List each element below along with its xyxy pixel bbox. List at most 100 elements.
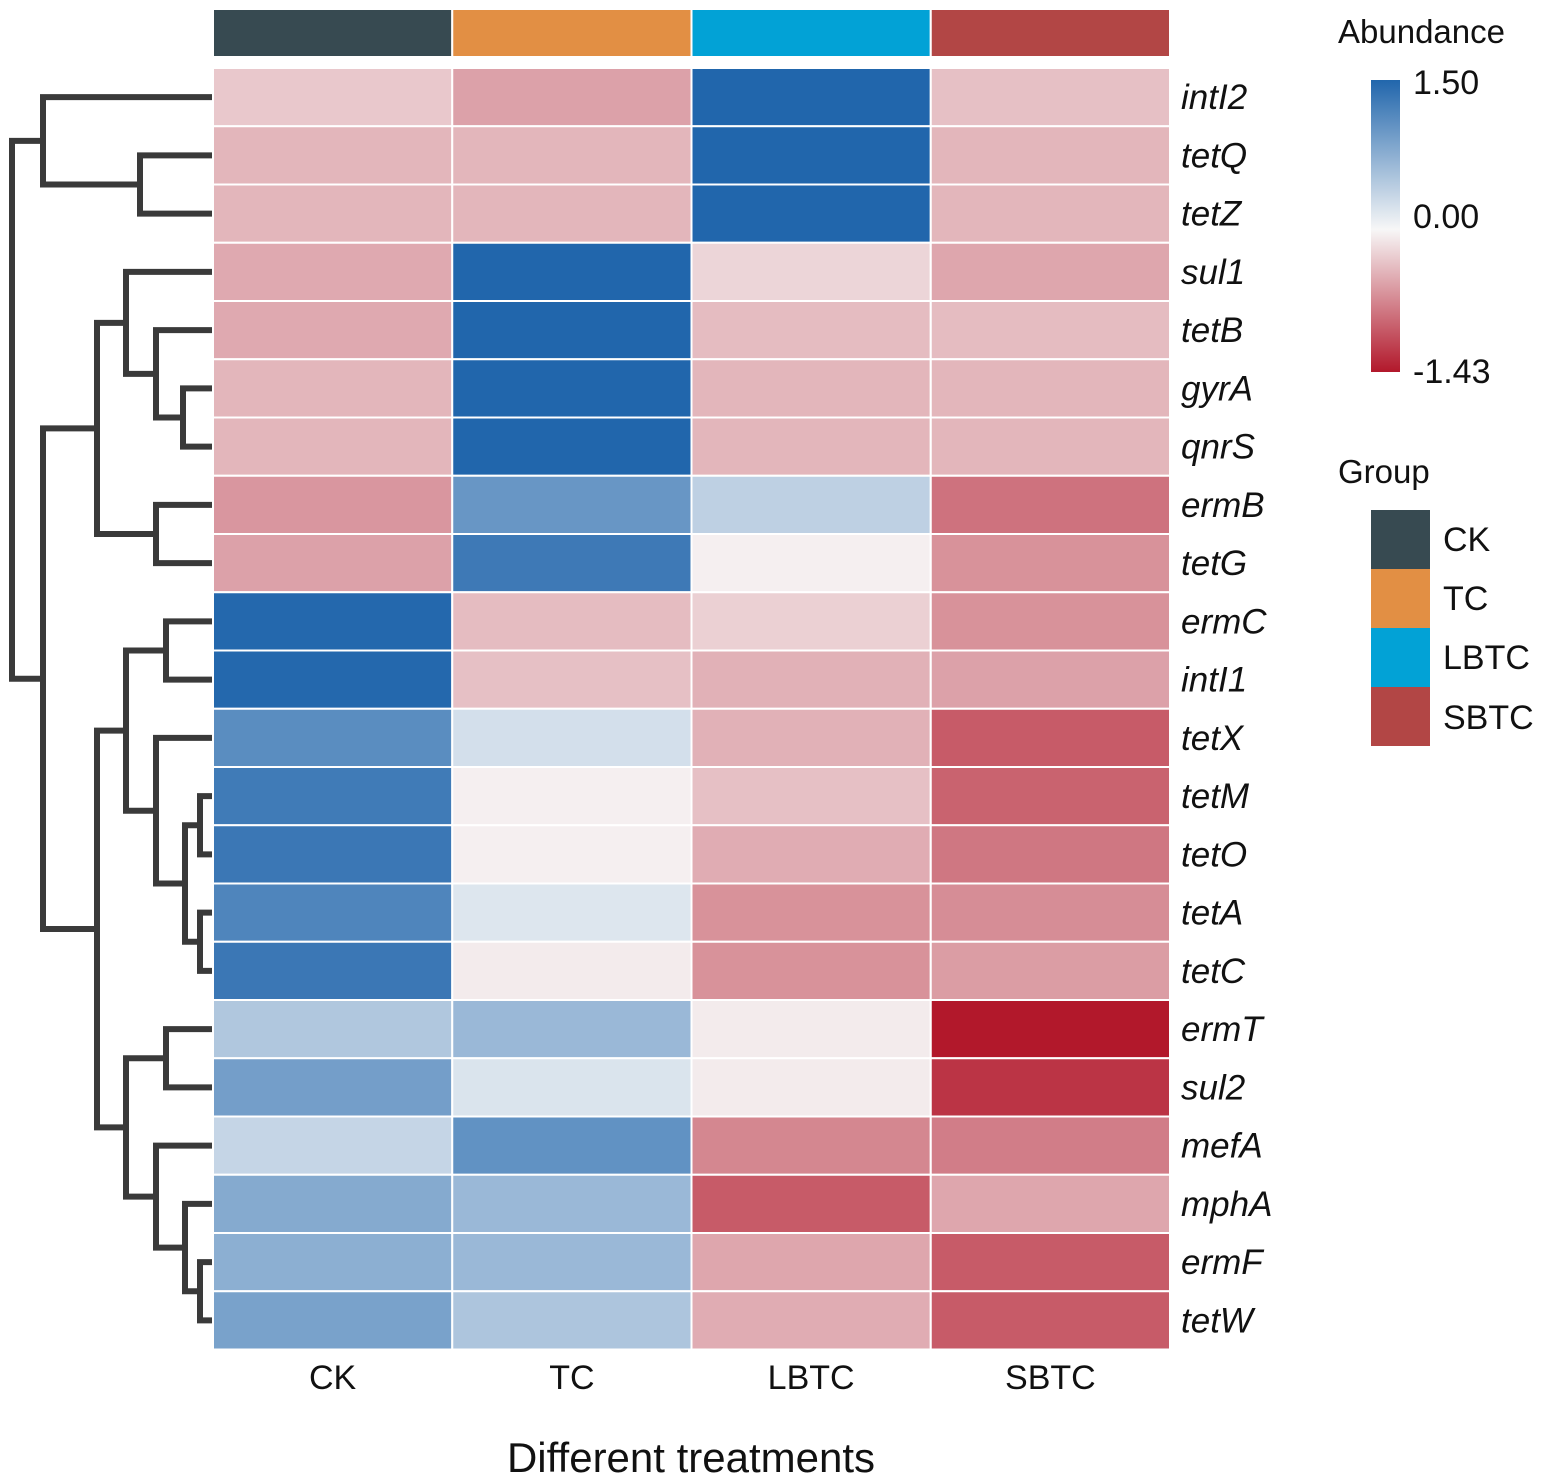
group-label-tc: TC [1443,580,1488,618]
heatmap-cell-teta-tc [451,882,693,943]
heatmap-cell-ermc-tc [451,591,693,652]
group-swatch-tc [1371,569,1430,628]
group-bar-lbtc [690,8,932,58]
dendrogram-branch-7 [163,618,214,683]
group-swatch-lbtc [1371,628,1430,687]
heatmap-cell-ermf-sbtc [929,1232,1171,1293]
heatmap-cell-ermf-ck [212,1232,454,1293]
heatmap-cell-tetc-ck [212,940,454,1001]
heatmap-cell-tetz-tc [451,183,693,244]
heatmap-cell-ermt-ck [212,999,454,1060]
row-label-tetx: tetX [1181,719,1245,758]
heatmap-cell-tetq-ck [212,125,454,186]
abundance-legend-title: Abundance [1338,13,1505,50]
heatmap-cell-tetw-sbtc [929,1290,1171,1351]
row-label-tetw: tetW [1181,1301,1256,1340]
heatmap-cell-ermc-ck [212,591,454,652]
heatmap-cell-ermb-sbtc [929,474,1171,535]
heatmap-cell-gyra-lbtc [690,358,932,419]
heatmap-cell-sul2-lbtc [690,1057,932,1118]
row-label-mpha: mphA [1181,1185,1272,1224]
heatmap-cell-tetz-lbtc [690,183,932,244]
heatmap-cell-mpha-lbtc [690,1173,932,1234]
heatmap-cell-inti1-tc [451,649,693,710]
row-label-tetb: tetB [1181,311,1243,350]
row-label-mefa: mefA [1181,1127,1263,1166]
dendrogram-branch-2 [180,385,214,450]
heatmap-cell-tetx-ck [212,707,454,768]
group-bar-tc [451,8,693,58]
heatmap-cell-teto-sbtc [929,824,1171,885]
group-legend: Group CK TC LBTC SBTC [1338,453,1534,746]
x-axis-title: Different treatments [507,1434,875,1481]
row-label-tetm: tetM [1181,777,1250,816]
column-label-tc: TC [549,1359,594,1397]
heatmap-cells [212,67,1171,1351]
heatmap-cell-tetm-sbtc [929,766,1171,827]
heatmap-cell-ermb-ck [212,474,454,535]
heatmap-cell-tetc-lbtc [690,940,932,1001]
column-label-lbtc: LBTC [768,1359,855,1397]
heatmap-cell-teta-ck [212,882,454,943]
heatmap-cell-mefa-lbtc [690,1115,932,1176]
heatmap-cell-tetm-ck [212,766,454,827]
heatmap-cell-inti2-sbtc [929,67,1171,128]
row-label-gyra: gyrA [1181,369,1253,408]
heatmap-cell-sul2-sbtc [929,1057,1171,1118]
heatmap-cell-gyra-tc [451,358,693,419]
group-label-sbtc: SBTC [1443,699,1534,737]
heatmap-cell-tetm-lbtc [690,766,932,827]
heatmap-cell-ermb-tc [451,474,693,535]
heatmap-cell-tetx-sbtc [929,707,1171,768]
heatmap-cell-ermc-lbtc [690,591,932,652]
heatmap-cell-gyra-sbtc [929,358,1171,419]
heatmap-cell-sul1-lbtc [690,241,932,302]
heatmap-cell-mefa-tc [451,1115,693,1176]
group-bar-sbtc [929,8,1171,58]
dendrogram-branch-12 [123,647,169,814]
dendrogram-branch-1 [40,94,214,188]
abundance-colorbar [1371,80,1400,372]
row-label-teto: tetO [1181,835,1247,874]
column-label-ck: CK [309,1359,357,1397]
row-label-ermf: ermF [1181,1243,1265,1282]
colorbar-tick-mid: 0.00 [1413,198,1479,236]
heatmap-cell-tetx-tc [451,707,693,768]
heatmap-cell-tetc-tc [451,940,693,1001]
heatmap-cell-mpha-sbtc [929,1173,1171,1234]
heatmap-cell-mpha-tc [451,1173,693,1234]
heatmap-cell-tetw-lbtc [690,1290,932,1351]
heatmap-cell-qnrs-tc [451,416,693,477]
heatmap-cell-tetx-lbtc [690,707,932,768]
group-legend-title: Group [1338,453,1430,490]
heatmap-cell-tetq-tc [451,125,693,186]
group-label-ck: CK [1443,521,1491,559]
heatmap-cell-inti1-sbtc [929,649,1171,710]
heatmap-cell-tetg-ck [212,533,454,594]
dendrogram-branch-20 [9,137,46,682]
heatmap-cell-mefa-sbtc [929,1115,1171,1176]
heatmap-cell-inti2-ck [212,67,454,128]
heatmap-cell-inti2-tc [451,67,693,128]
heatmap-cell-tetb-ck [212,300,454,361]
heatmap-cell-qnrs-sbtc [929,416,1171,477]
group-annotation-bar [212,8,1171,58]
heatmap-cell-teta-lbtc [690,882,932,943]
group-swatch-ck [1371,510,1430,569]
heatmap-cell-tetb-lbtc [690,300,932,361]
row-label-sul2: sul2 [1181,1068,1245,1107]
heatmap-cell-inti1-ck [212,649,454,710]
row-label-inti2: intI2 [1181,78,1247,117]
heatmap-cell-gyra-ck [212,358,454,419]
heatmap-cell-tetg-tc [451,533,693,594]
heatmap-cell-inti2-lbtc [690,67,932,128]
heatmap-cell-mpha-ck [212,1173,454,1234]
colorbar-tick-max: 1.50 [1413,64,1479,102]
heatmap-cell-inti1-lbtc [690,649,932,710]
heatmap-cell-tetb-tc [451,300,693,361]
column-labels: CK TC LBTC SBTC [309,1359,1096,1397]
row-label-ermt: ermT [1181,1010,1265,1049]
heatmap-cell-mefa-ck [212,1115,454,1176]
group-swatch-sbtc [1371,687,1430,746]
